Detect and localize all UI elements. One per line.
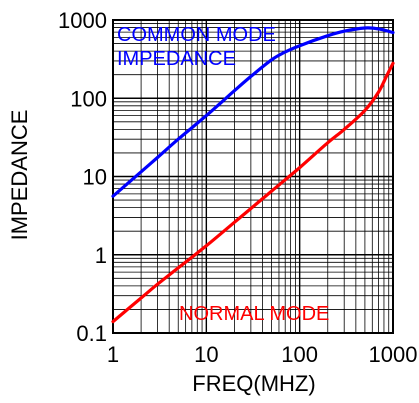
x-axis-title: FREQ(MHZ) xyxy=(192,371,315,396)
x-tick-label: 1 xyxy=(107,342,119,367)
y-tick-label: 1000 xyxy=(58,8,107,33)
plot-grid xyxy=(112,20,393,334)
x-tick-label: 1000 xyxy=(369,342,418,367)
plot-frame xyxy=(112,19,394,334)
y-tick-label: 1 xyxy=(95,243,107,268)
y-tick-label: 10 xyxy=(83,165,107,190)
common-mode-label: IMPEDANCE xyxy=(117,48,236,70)
normal-mode-label: NORMAL MODE xyxy=(179,303,329,325)
y-tick-label: 100 xyxy=(70,86,107,111)
y-axis-title: IMPEDANCE xyxy=(7,110,32,241)
y-tick-label: 0.1 xyxy=(76,321,107,346)
x-tick-label: 100 xyxy=(281,342,318,367)
x-tick-label: 10 xyxy=(194,342,218,367)
common-mode-label: COMMON MODE xyxy=(117,24,276,46)
normal-mode-line xyxy=(111,61,395,324)
common-mode-line xyxy=(111,26,395,198)
